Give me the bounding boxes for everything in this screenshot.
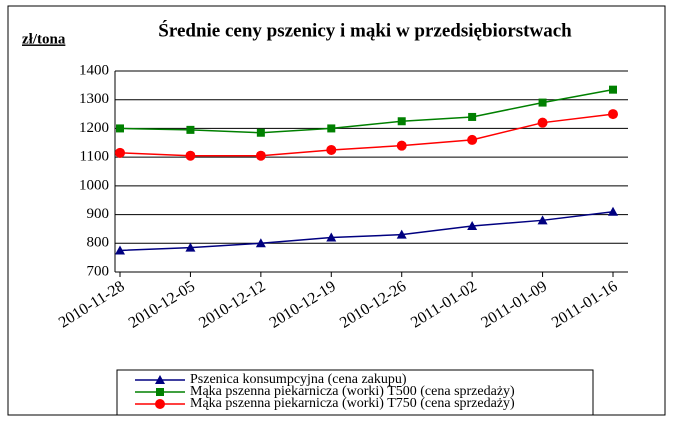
legend-marker <box>155 399 165 409</box>
point <box>468 112 477 121</box>
point <box>396 229 407 239</box>
legend-marker <box>155 375 165 384</box>
point <box>609 85 617 94</box>
point <box>115 245 125 255</box>
point <box>326 232 337 242</box>
point <box>537 215 548 225</box>
point <box>115 147 125 158</box>
series-line <box>119 210 614 252</box>
y-tick-label: 1000 <box>79 177 109 193</box>
y-tick-label: 1300 <box>79 91 109 107</box>
point <box>396 140 407 151</box>
point <box>397 117 406 126</box>
y-axis-label: zł/tona <box>22 31 66 47</box>
point <box>116 124 124 133</box>
point <box>467 134 478 145</box>
point <box>255 238 266 248</box>
point <box>256 128 265 137</box>
point <box>186 125 195 134</box>
point <box>326 144 337 155</box>
legend-marker <box>156 388 164 396</box>
y-tick-label: 800 <box>87 235 110 251</box>
legend <box>116 369 594 416</box>
y-tick-label: 700 <box>87 263 110 279</box>
legend-label: Pszenica konsumpcyjna (cena zakupu) <box>190 372 407 387</box>
y-tick-label: 1100 <box>80 149 109 165</box>
series-line <box>119 113 614 157</box>
point <box>608 109 618 120</box>
point <box>467 221 478 231</box>
point <box>327 124 336 133</box>
point <box>185 150 196 161</box>
chart-border <box>7 5 666 416</box>
point <box>537 117 548 128</box>
legend-label: Mąka pszenna piekarnicza (worki) T750 (c… <box>190 396 515 411</box>
y-tick-label: 1400 <box>79 62 109 78</box>
legend-label: Mąka pszenna piekarnicza (worki) T500 (c… <box>190 384 515 399</box>
point <box>255 150 266 161</box>
point <box>538 98 547 107</box>
y-tick-label: 1200 <box>79 120 109 136</box>
point <box>608 206 618 216</box>
point <box>185 242 196 252</box>
y-tick-label: 900 <box>87 206 110 222</box>
chart-title: Średnie ceny pszenicy i mąki w przedsięb… <box>158 19 572 41</box>
series-line <box>119 88 614 134</box>
